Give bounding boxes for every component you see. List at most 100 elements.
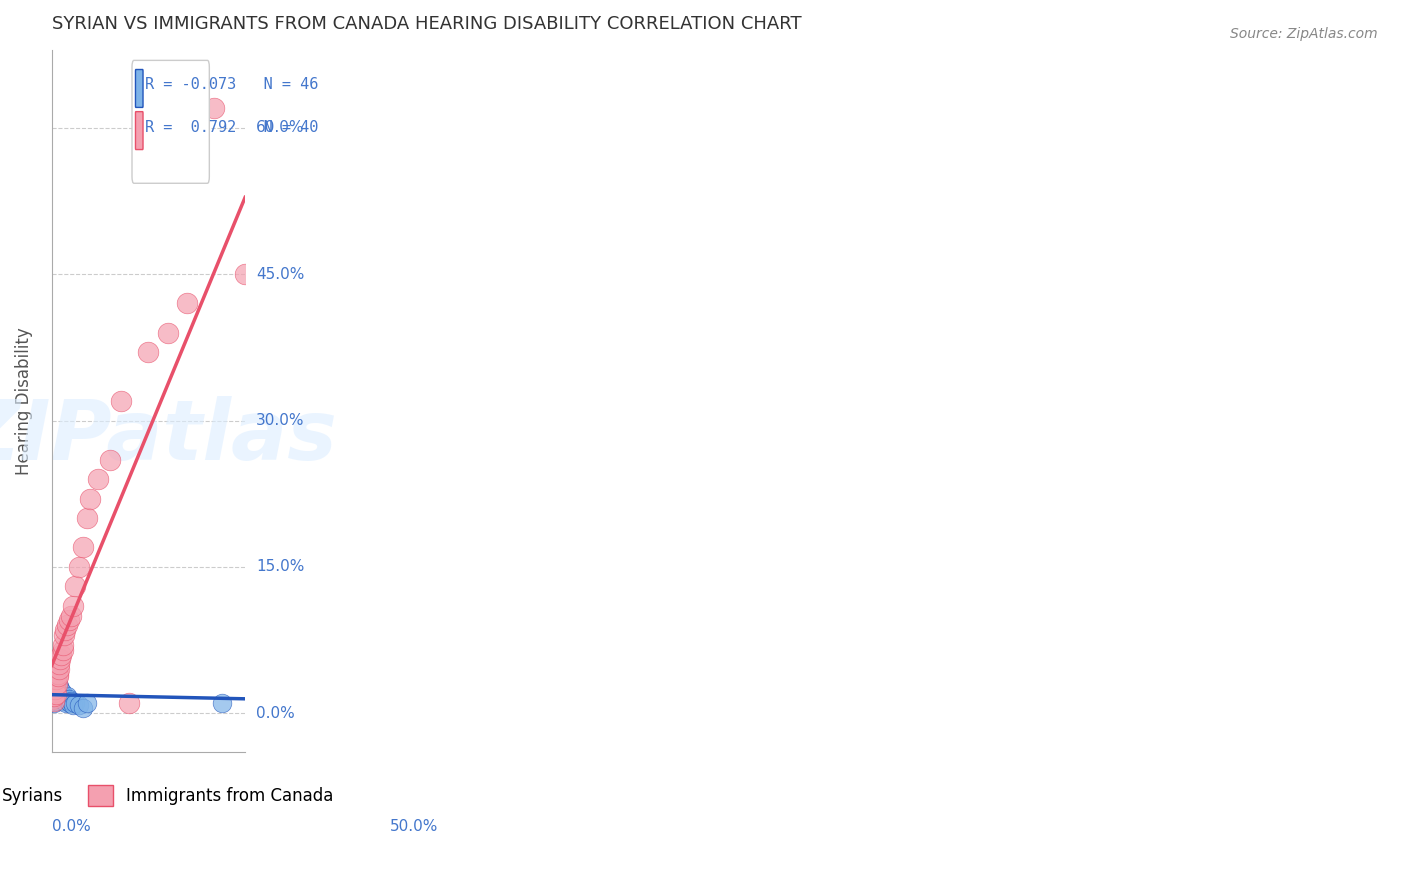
Point: [156, 326, 179, 340]
Point: [44, 689, 66, 703]
Point: [72, 701, 94, 715]
Point: [42, 679, 65, 693]
Text: 15.0%: 15.0%: [256, 559, 305, 574]
Point: [118, 697, 141, 711]
Point: [56, 689, 79, 703]
Point: [211, 697, 233, 711]
Point: [48, 679, 70, 693]
Point: [53, 628, 76, 642]
Point: [56, 694, 79, 708]
Point: [44, 691, 66, 706]
Point: [46, 667, 69, 681]
Point: [45, 681, 67, 696]
Point: [42, 691, 65, 706]
Point: [46, 687, 69, 701]
Point: [63, 579, 86, 593]
Point: [72, 541, 94, 555]
Text: Source: ZipAtlas.com: Source: ZipAtlas.com: [1230, 27, 1378, 41]
Point: [49, 652, 72, 666]
Point: [55, 697, 77, 711]
Point: [46, 684, 69, 698]
Point: [45, 691, 67, 706]
Point: [176, 296, 198, 310]
Point: [60, 608, 83, 623]
Point: [42, 687, 65, 701]
Text: 45.0%: 45.0%: [256, 267, 305, 282]
Point: [51, 691, 73, 706]
Point: [60, 694, 83, 708]
Point: [44, 681, 66, 696]
Point: [42, 677, 65, 691]
Point: [76, 511, 98, 525]
Point: [67, 698, 90, 713]
Point: [46, 691, 69, 706]
Text: R =  0.792   N = 40: R = 0.792 N = 40: [145, 120, 318, 135]
Text: 50.0%: 50.0%: [389, 819, 439, 834]
Text: 30.0%: 30.0%: [256, 413, 305, 428]
Point: [56, 618, 79, 632]
Point: [45, 684, 67, 698]
Point: [41, 687, 63, 701]
Text: 60.0%: 60.0%: [256, 120, 305, 136]
Point: [49, 681, 72, 696]
FancyBboxPatch shape: [135, 112, 143, 150]
Text: 0.0%: 0.0%: [256, 706, 295, 721]
Point: [138, 345, 160, 359]
Point: [44, 672, 66, 686]
Text: R = -0.073   N = 46: R = -0.073 N = 46: [145, 78, 318, 93]
Point: [45, 694, 67, 708]
Text: 0.0%: 0.0%: [52, 819, 90, 834]
FancyBboxPatch shape: [135, 70, 143, 107]
Point: [48, 662, 70, 676]
Y-axis label: Hearing Disability: Hearing Disability: [15, 327, 32, 475]
Point: [42, 689, 65, 703]
Point: [42, 694, 65, 708]
Point: [45, 674, 67, 689]
Point: [44, 677, 66, 691]
Point: [44, 681, 66, 696]
Point: [110, 394, 132, 409]
Point: [63, 697, 86, 711]
Point: [52, 638, 75, 652]
Point: [41, 689, 63, 703]
Point: [42, 684, 65, 698]
Point: [202, 101, 225, 115]
Point: [46, 669, 69, 683]
Point: [44, 689, 66, 703]
Point: [79, 491, 101, 506]
Point: [46, 672, 69, 686]
Point: [76, 697, 98, 711]
Point: [48, 687, 70, 701]
Point: [98, 452, 121, 467]
Point: [52, 689, 75, 703]
Point: [53, 691, 76, 706]
Point: [46, 677, 69, 691]
Point: [42, 684, 65, 698]
Point: [233, 267, 256, 281]
Point: [45, 687, 67, 701]
Point: [45, 672, 67, 686]
Point: [67, 559, 90, 574]
Point: [46, 689, 69, 703]
Point: [58, 697, 80, 711]
Point: [44, 687, 66, 701]
Point: [58, 614, 80, 628]
Point: [42, 681, 65, 696]
Text: ZIPatlas: ZIPatlas: [0, 396, 337, 476]
Text: SYRIAN VS IMMIGRANTS FROM CANADA HEARING DISABILITY CORRELATION CHART: SYRIAN VS IMMIGRANTS FROM CANADA HEARING…: [52, 15, 801, 33]
Point: [51, 684, 73, 698]
Point: [62, 698, 84, 713]
Point: [42, 687, 65, 701]
Point: [41, 681, 63, 696]
Point: [44, 677, 66, 691]
Legend: Syrians, Immigrants from Canada: Syrians, Immigrants from Canada: [0, 777, 342, 814]
Point: [41, 691, 63, 706]
FancyBboxPatch shape: [132, 61, 209, 183]
Point: [51, 648, 73, 662]
Point: [45, 679, 67, 693]
Point: [58, 691, 80, 706]
Point: [42, 697, 65, 711]
Point: [48, 657, 70, 672]
Point: [52, 642, 75, 657]
Point: [62, 599, 84, 613]
